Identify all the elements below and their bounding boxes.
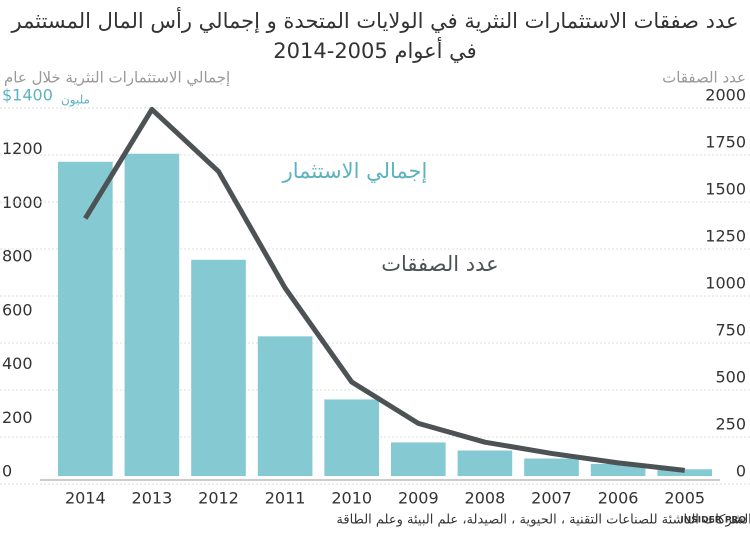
- bar: [191, 259, 246, 476]
- y-tick-label: 200: [2, 408, 33, 427]
- x-tick-label: 2010: [331, 489, 372, 508]
- y-axis-title: إجمالي الاستثمارات النثرية خلال عام: [4, 69, 230, 88]
- bar: [257, 336, 313, 476]
- y2-tick-label: 250: [715, 415, 746, 434]
- bar: [457, 450, 513, 476]
- chart-title: عدد صفقات الاستثمارات النثرية في الولايا…: [11, 7, 739, 34]
- x-tick-label: 2006: [598, 489, 639, 508]
- y2-tick-label: 1250: [705, 227, 746, 246]
- chart-subtitle: في أعوام 2005-2014: [273, 37, 476, 63]
- y2-axis-title: عدد الصفقات: [662, 69, 746, 87]
- y-tick-label: 800: [2, 247, 33, 266]
- bar: [324, 399, 380, 476]
- bar: [124, 153, 180, 476]
- y-tick-label: 600: [2, 300, 33, 319]
- series-annotation: عدد الصفقات: [381, 252, 498, 276]
- y2-tick-label: 1500: [705, 180, 746, 199]
- bar: [657, 469, 713, 476]
- footnote: استبعدت الشركات الناشئة للصناعات التقنية…: [336, 513, 750, 528]
- bar: [390, 442, 446, 476]
- y2-tick-label: 2000: [705, 86, 746, 105]
- x-tick-label: 2007: [531, 489, 572, 508]
- x-tick-label: 2011: [265, 489, 306, 508]
- y-tick-label: 1200: [2, 139, 43, 158]
- y2-tick-label: 1000: [705, 274, 746, 293]
- y2-tick-label: 500: [715, 368, 746, 387]
- y2-tick-label: 0: [736, 462, 746, 481]
- x-tick-label: 2012: [198, 489, 239, 508]
- x-tick-label: 2013: [132, 489, 173, 508]
- line: [83, 106, 685, 473]
- x-tick-label: 2008: [465, 489, 506, 508]
- y2-tick-label: 750: [715, 321, 746, 340]
- y-unit: مليون: [61, 93, 90, 108]
- x-tick-label: 2009: [398, 489, 439, 508]
- source-logo: INSIDER PRO: [680, 516, 746, 526]
- x-tick-label: 2014: [65, 489, 106, 508]
- y-tick-label: $1400: [2, 86, 53, 105]
- bar: [524, 458, 579, 476]
- y2-tick-label: 1750: [705, 133, 746, 152]
- y-tick-label: 400: [2, 354, 33, 373]
- bar: [590, 463, 646, 476]
- series-annotation: إجمالي الاستثمار: [282, 159, 428, 184]
- x-tick-label: 2005: [664, 489, 705, 508]
- y-tick-label: 1000: [2, 193, 43, 212]
- y-tick-label: 0: [2, 462, 12, 481]
- bar: [57, 161, 113, 476]
